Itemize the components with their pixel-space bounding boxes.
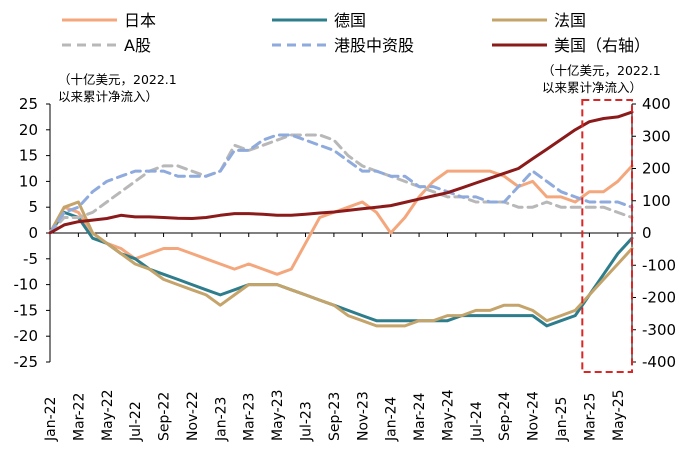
x-tick-label: Mar-22 (71, 393, 87, 441)
x-tick-label: Jul-22 (128, 401, 144, 442)
y-right-tick-label: 200 (642, 160, 671, 178)
x-tick-label: Nov-23 (355, 391, 371, 441)
right-unit-note: 以来累计净流入） (542, 80, 642, 95)
x-tick-label: Mar-23 (242, 393, 258, 441)
x-tick-label: Jan-25 (554, 397, 570, 442)
legend-label: A股 (124, 36, 151, 55)
x-tick-label: Jan-22 (43, 397, 59, 442)
y-left-tick-label: 20 (19, 121, 38, 139)
y-right-tick-label: -200 (642, 289, 676, 307)
highlight-box (581, 99, 634, 373)
y-right-tick-label: 300 (642, 127, 671, 145)
y-left-tick-label: -5 (23, 250, 38, 268)
y-left-tick-label: 10 (19, 172, 38, 190)
x-tick-label: Nov-24 (526, 391, 542, 441)
legend-label: 港股中资股 (334, 36, 414, 55)
axes: 25 20 15 10 5 0 -5 -10 -15 -20 -25 400 300 200 100 0 -10… (14, 95, 677, 442)
y-right-tick-label: 100 (642, 192, 671, 210)
x-tick-label: Jan-24 (384, 396, 400, 442)
x-tick-label: Mar-24 (412, 393, 428, 441)
x-tick-label: Jan-23 (213, 397, 229, 442)
unit-notes: （十亿美元，2022.1 以来累计净流入） （十亿美元，2022.1 以来累计净流入） (58, 63, 661, 104)
legend-label: 日本 (124, 11, 156, 30)
series-line-美国（右轴） (48, 110, 634, 235)
x-tick-label: May-23 (270, 389, 286, 441)
series-line-日本 (48, 164, 634, 276)
y-left-tick-label: -25 (14, 353, 39, 371)
x-tick-label: Jul-24 (469, 401, 485, 442)
legend: 日本 德国 法国 A股 港股中资股 美国（右轴） (62, 11, 650, 55)
x-tick-label: Sep-24 (497, 392, 513, 441)
x-tick-label: Jul-23 (299, 401, 315, 442)
legend-label: 法国 (554, 11, 586, 30)
series-line-法国 (48, 200, 634, 328)
y-left-tick-label: 15 (19, 147, 38, 165)
y-left-tick-label: -15 (14, 301, 39, 319)
left-unit-note: 以来累计净流入） (58, 89, 158, 104)
y-left-tick-label: 25 (19, 95, 38, 113)
y-left-tick-label: 0 (28, 224, 38, 242)
x-tick-label: May-22 (100, 389, 116, 441)
series-group (48, 110, 634, 328)
x-tick-label: May-24 (440, 389, 456, 441)
x-tick-label: Mar-25 (582, 393, 598, 441)
legend-label: 德国 (334, 11, 366, 30)
y-left-tick-label: -10 (14, 276, 39, 294)
series-line-港股中资股 (48, 133, 634, 235)
y-left-tick-label: 5 (28, 198, 38, 216)
y-right-tick-label: -400 (642, 353, 676, 371)
y-left-tick-label: -20 (14, 327, 39, 345)
legend-label: 美国（右轴） (554, 36, 650, 55)
y-right-tick-label: 0 (642, 224, 652, 242)
x-tick-label: Nov-22 (185, 391, 201, 441)
left-unit-note: （十亿美元，2022.1 (58, 72, 177, 87)
y-right-tick-label: 400 (642, 95, 671, 113)
y-right-tick-label: -100 (642, 256, 676, 274)
highlight-overlay (581, 99, 634, 373)
x-tick-label: Sep-23 (327, 392, 343, 441)
series-line-A股 (48, 133, 634, 235)
right-unit-note: （十亿美元，2022.1 (542, 63, 661, 78)
y-right-tick-label: -300 (642, 321, 676, 339)
x-tick-label: May-25 (611, 389, 627, 441)
x-tick-label: Sep-22 (157, 392, 173, 441)
